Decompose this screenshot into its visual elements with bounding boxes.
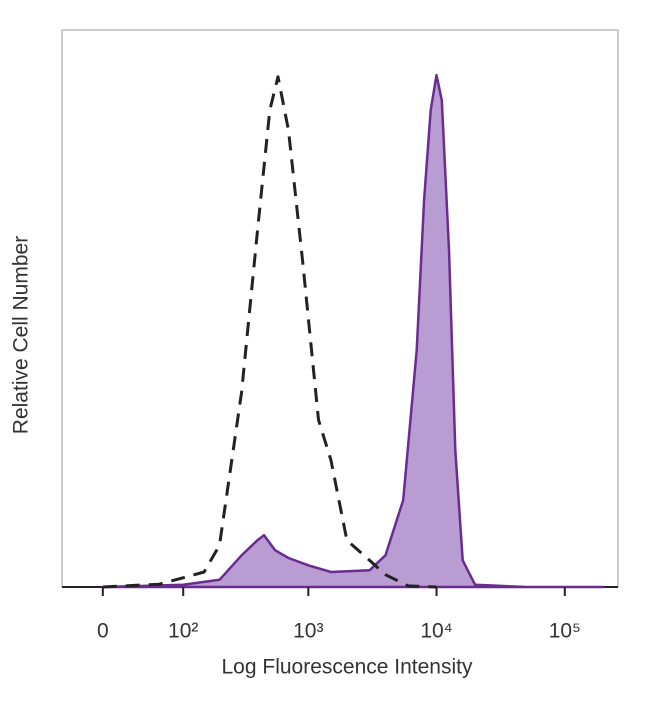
x-tick-label: 10³ <box>293 620 323 643</box>
y-axis-label: Relative Cell Number <box>10 236 33 434</box>
x-tick-label: 0 <box>97 620 109 643</box>
histogram-line <box>102 75 437 589</box>
x-tick-label: 10⁴ <box>420 620 452 643</box>
histogram-area <box>101 73 605 589</box>
marks <box>101 73 605 589</box>
x-tick-label: 10⁵ <box>549 620 581 643</box>
x-axis-label: Log Fluorescence Intensity <box>222 656 473 679</box>
x-tick-label: 10² <box>168 620 198 643</box>
